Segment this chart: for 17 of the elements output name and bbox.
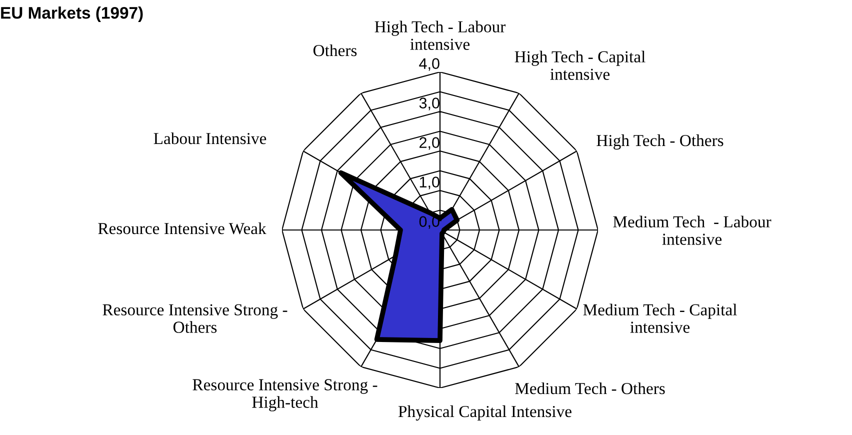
y-tick-label: 3,0 (419, 98, 440, 110)
chart-title: EU Markets (1997) (1, 6, 143, 22)
spoke-label: Resource Intensive Strong - Others (102, 304, 288, 333)
y-tick-label: 4,0 (419, 58, 440, 71)
y-tick-label: 1,0 (420, 176, 440, 190)
spoke-label: Resource Intensive Strong - High-tech (192, 379, 378, 412)
spoke-label: High Tech - Others (596, 134, 724, 150)
spoke-label: Medium Tech - Labour intensive (613, 216, 772, 245)
spoke-label: Labour Intensive (154, 132, 266, 144)
spoke-label: High Tech - Labour intensive (374, 20, 506, 50)
y-tick-label: 2,0 (420, 137, 440, 150)
spoke-label: Physical Capital Intensive (398, 405, 572, 421)
spoke-label: High Tech - Capital intensive (514, 50, 646, 80)
spoke-label: Medium Tech - Capital intensive (583, 304, 737, 333)
spoke-label: Others (313, 44, 357, 56)
spoke-label: Medium Tech - Others (515, 382, 665, 394)
spoke-label: Resource Intensive Weak (98, 222, 266, 234)
